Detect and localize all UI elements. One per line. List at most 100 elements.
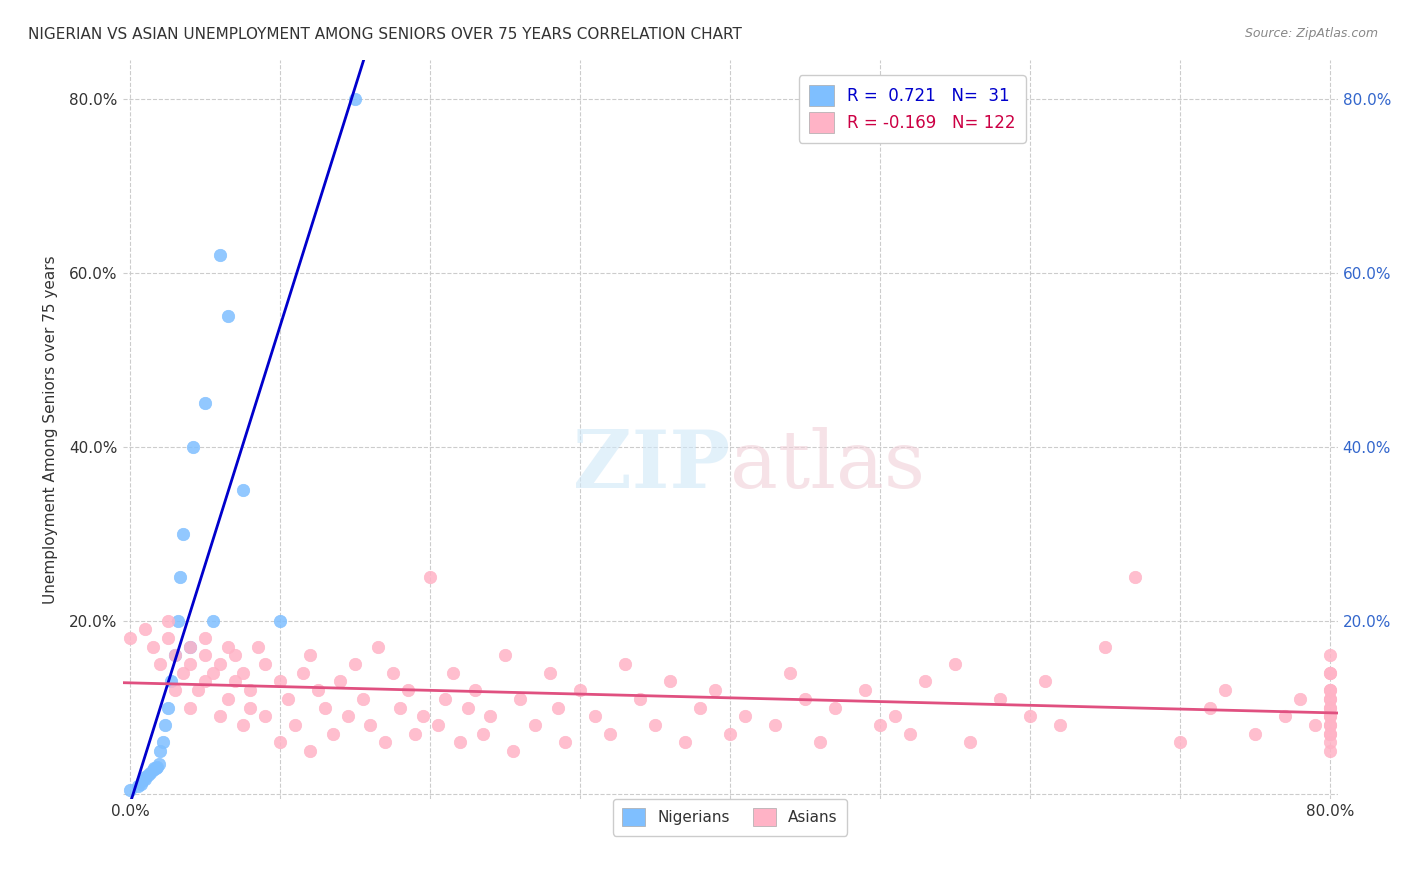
- Point: [464, 683, 486, 698]
- Point: [224, 648, 246, 663]
- Point: [217, 691, 239, 706]
- Point: [172, 665, 194, 680]
- Point: [148, 757, 170, 772]
- Point: [426, 718, 449, 732]
- Point: [1244, 726, 1267, 740]
- Point: [1274, 709, 1296, 723]
- Point: [165, 648, 187, 663]
- Point: [943, 657, 966, 671]
- Point: [412, 709, 434, 723]
- Point: [1289, 691, 1312, 706]
- Point: [471, 726, 494, 740]
- Point: [179, 657, 201, 671]
- Point: [959, 735, 981, 749]
- Point: [1319, 744, 1341, 758]
- Point: [659, 674, 682, 689]
- Point: [127, 779, 149, 793]
- Point: [914, 674, 936, 689]
- Text: Source: ZipAtlas.com: Source: ZipAtlas.com: [1244, 27, 1378, 40]
- Point: [704, 683, 727, 698]
- Point: [554, 735, 576, 749]
- Point: [134, 770, 156, 784]
- Point: [1094, 640, 1116, 654]
- Point: [232, 665, 254, 680]
- Point: [179, 700, 201, 714]
- Point: [129, 777, 152, 791]
- Point: [434, 691, 457, 706]
- Point: [299, 744, 322, 758]
- Text: NIGERIAN VS ASIAN UNEMPLOYMENT AMONG SENIORS OVER 75 YEARS CORRELATION CHART: NIGERIAN VS ASIAN UNEMPLOYMENT AMONG SEN…: [28, 27, 742, 42]
- Point: [599, 726, 621, 740]
- Point: [479, 709, 502, 723]
- Point: [120, 783, 142, 797]
- Point: [1319, 709, 1341, 723]
- Point: [1303, 718, 1326, 732]
- Point: [156, 700, 179, 714]
- Point: [232, 718, 254, 732]
- Point: [209, 657, 232, 671]
- Point: [277, 691, 299, 706]
- Point: [1319, 700, 1341, 714]
- Point: [1319, 735, 1341, 749]
- Y-axis label: Unemployment Among Seniors over 75 years: Unemployment Among Seniors over 75 years: [44, 255, 58, 604]
- Point: [209, 709, 232, 723]
- Point: [269, 674, 291, 689]
- Point: [1319, 683, 1341, 698]
- Point: [869, 718, 891, 732]
- Point: [734, 709, 756, 723]
- Point: [1319, 648, 1341, 663]
- Point: [169, 570, 191, 584]
- Point: [344, 92, 367, 106]
- Point: [143, 761, 166, 775]
- Point: [1319, 726, 1341, 740]
- Point: [217, 309, 239, 323]
- Point: [457, 700, 479, 714]
- Point: [614, 657, 637, 671]
- Point: [1319, 691, 1341, 706]
- Point: [307, 683, 329, 698]
- Point: [232, 483, 254, 497]
- Point: [284, 718, 307, 732]
- Point: [209, 248, 232, 262]
- Point: [336, 709, 359, 723]
- Point: [1199, 700, 1222, 714]
- Point: [367, 640, 389, 654]
- Point: [853, 683, 876, 698]
- Point: [254, 657, 277, 671]
- Point: [172, 526, 194, 541]
- Point: [1319, 718, 1341, 732]
- Point: [1319, 665, 1341, 680]
- Point: [1168, 735, 1191, 749]
- Point: [269, 614, 291, 628]
- Point: [149, 657, 172, 671]
- Point: [239, 700, 262, 714]
- Point: [524, 718, 547, 732]
- Point: [201, 614, 224, 628]
- Point: [352, 691, 374, 706]
- Point: [120, 631, 142, 645]
- Point: [165, 683, 187, 698]
- Point: [194, 674, 217, 689]
- Point: [194, 631, 217, 645]
- Point: [449, 735, 471, 749]
- Point: [149, 744, 172, 758]
- Point: [217, 640, 239, 654]
- Point: [156, 614, 179, 628]
- Point: [381, 665, 404, 680]
- Point: [389, 700, 412, 714]
- Point: [187, 683, 209, 698]
- Point: [194, 648, 217, 663]
- Point: [502, 744, 524, 758]
- Point: [509, 691, 531, 706]
- Legend: Nigerians, Asians: Nigerians, Asians: [613, 798, 846, 836]
- Point: [201, 665, 224, 680]
- Point: [1213, 683, 1236, 698]
- Point: [1319, 691, 1341, 706]
- Point: [1319, 665, 1341, 680]
- Point: [1123, 570, 1146, 584]
- Point: [1049, 718, 1071, 732]
- Point: [181, 440, 204, 454]
- Point: [898, 726, 921, 740]
- Point: [142, 763, 165, 777]
- Point: [547, 700, 569, 714]
